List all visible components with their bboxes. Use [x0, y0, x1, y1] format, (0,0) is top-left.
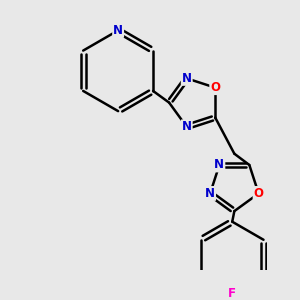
Text: N: N	[113, 24, 123, 37]
Text: O: O	[254, 187, 264, 200]
Text: O: O	[210, 81, 220, 94]
Text: N: N	[205, 187, 215, 200]
Text: F: F	[228, 287, 236, 300]
Text: N: N	[182, 120, 192, 134]
Text: N: N	[214, 158, 224, 172]
Text: N: N	[182, 72, 192, 85]
